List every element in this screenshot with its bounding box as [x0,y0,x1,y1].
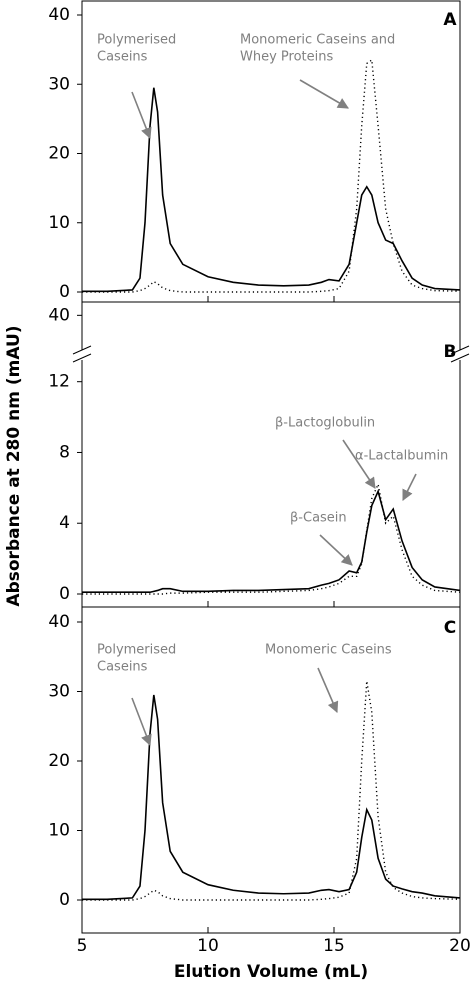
annotation-arrow [131,91,152,140]
annotation: β-Lactoglobulin [275,416,375,431]
x-tick-label: 5 [77,936,88,956]
x-tick-label: 20 [449,936,471,956]
axis-break [72,345,92,355]
y-tick-label: 40 [48,305,70,325]
panel-label: A [443,10,457,30]
annotation: β-Casein [290,511,347,526]
axis-break [450,345,470,355]
annotation-arrow [342,439,376,489]
y-tick-label: 40 [48,612,70,632]
annotation: Polymerised [97,643,176,658]
x-tick-label: 15 [323,936,345,956]
line-series [82,694,461,901]
line-series [82,488,461,594]
y-tick-label: 12 [48,372,70,392]
y-tick-label: 0 [59,282,70,302]
y-tick-label: 4 [59,513,70,533]
axis-break [72,353,92,363]
line-series [82,87,461,293]
line-series [82,481,461,595]
y-tick-label: 0 [59,890,70,910]
y-tick-label: 8 [59,442,70,462]
line-series [82,58,461,293]
y-tick-label: 40 [48,5,70,25]
panel-label: B [444,342,457,362]
annotation: α-Lactalbumin [355,449,448,464]
annotation: Monomeric Caseins [265,643,392,658]
axis-break [450,353,470,363]
x-axis-label: Elution Volume (mL) [174,962,368,982]
annotation: Caseins [97,50,148,65]
y-tick-label: 20 [48,751,70,771]
y-tick-label: 30 [48,74,70,94]
x-tick-label: 10 [197,936,219,956]
annotation-arrow [319,534,353,566]
y-tick-label: 0 [59,584,70,604]
annotation: Caseins [97,660,148,675]
y-tick-label: 20 [48,144,70,164]
annotation: Polymerised [97,33,176,48]
annotation: Whey Proteins [240,50,333,65]
axis-break-gap [452,350,468,360]
y-axis-label: Absorbance at 280 nm (mAU) [4,325,24,606]
annotation-arrow [402,473,417,502]
y-tick-label: 30 [48,682,70,702]
y-tick-label: 10 [48,821,70,841]
annotation-arrow [317,667,339,714]
annotation-arrow [299,79,349,109]
y-tick-label: 10 [48,213,70,233]
panel-label: C [444,618,456,638]
panel-frame [81,606,461,934]
axis-break-gap [74,350,90,360]
annotation: Monomeric Caseins and [240,33,395,48]
annotation-arrow [131,697,152,747]
